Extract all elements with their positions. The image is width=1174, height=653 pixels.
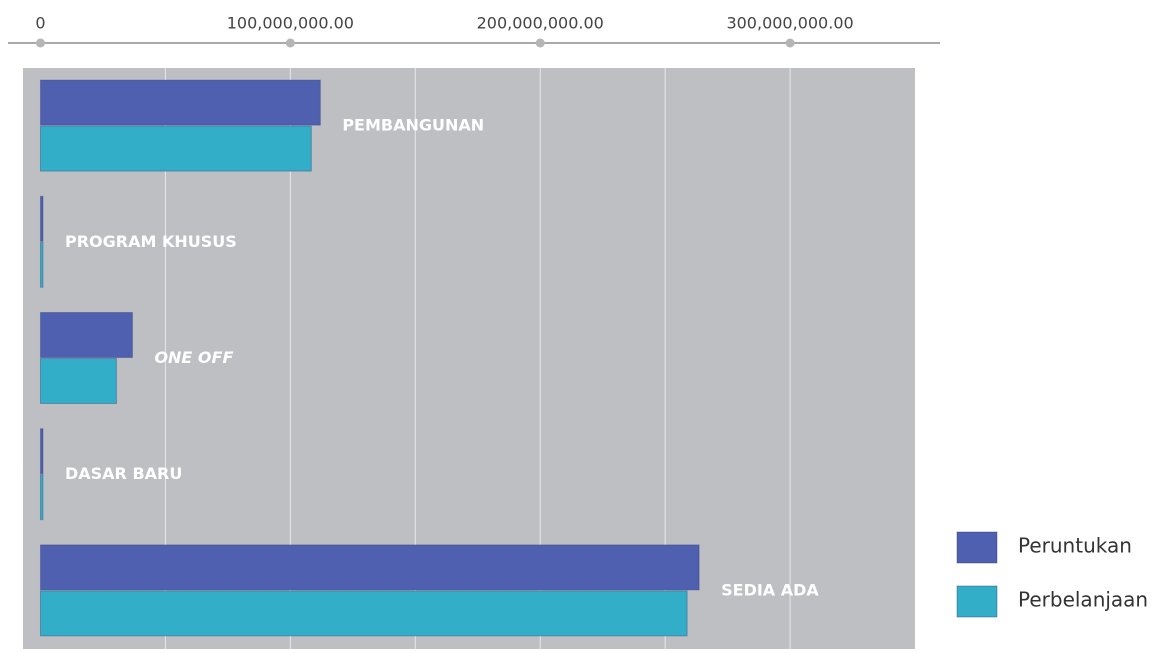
bar [39,312,133,358]
category-label: PROGRAM KHUSUS [65,232,237,251]
bar [39,358,117,404]
bar [39,241,44,288]
bar [39,428,44,475]
bar [39,590,688,637]
legend-label: Peruntukan [1018,534,1132,558]
bar [39,195,44,242]
category-label: SEDIA ADA [721,580,819,599]
category-label: PEMBANGUNAN [342,116,484,135]
bar [39,474,44,521]
x-tick-label: 100,000,000.00 [227,14,354,33]
bar [39,125,312,172]
x-tick-label: 0 [35,14,45,33]
bar [39,79,321,126]
tick-mark [535,38,545,48]
legend-swatch [956,531,998,564]
tick-mark [285,38,295,48]
category-label: DASAR BARU [65,464,182,483]
tick-mark [785,38,795,48]
x-tick-label: 300,000,000.00 [726,14,853,33]
legend-swatch [956,585,998,618]
legend-label: Perbelanjaan [1018,588,1148,612]
category-label: ONE OFF [154,348,233,367]
bar [39,544,700,591]
tick-mark [35,38,45,48]
x-tick-label: 200,000,000.00 [477,14,604,33]
